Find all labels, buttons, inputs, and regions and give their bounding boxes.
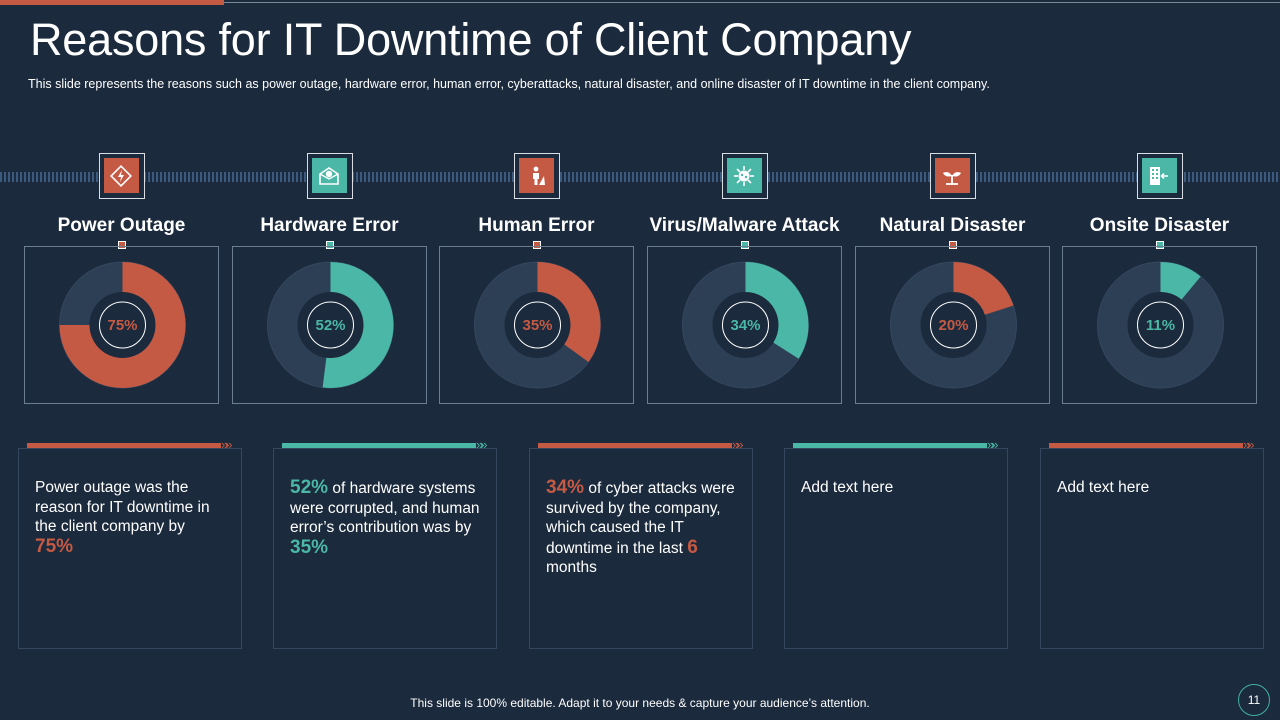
highlight-value: 52% — [290, 477, 329, 498]
category-label: Virus/Malware Attack — [649, 215, 840, 236]
donut-value-label: 34% — [730, 317, 760, 334]
category-icon-frame — [98, 153, 145, 199]
donut-panel: 20% — [855, 246, 1050, 404]
donut-slice — [322, 262, 394, 388]
slide-title: Reasons for IT Downtime of Client Compan… — [30, 14, 912, 65]
category-icon-frame — [306, 153, 353, 199]
donut-panel: 52% — [232, 246, 427, 404]
decorative-band — [0, 172, 1280, 182]
donut-value-label: 11% — [1146, 317, 1175, 334]
power-outage-icon — [103, 158, 139, 193]
highlight-value: 34% — [546, 477, 585, 498]
donut-value-label: 20% — [938, 317, 968, 334]
connector-marker — [532, 241, 541, 249]
donut-panel: 35% — [439, 246, 634, 404]
donut-center — [930, 301, 977, 349]
category-label: Power Outage — [57, 215, 186, 236]
card-text-segment: Power outage was the reason for IT downt… — [35, 479, 210, 535]
donut-chart: 20% — [890, 261, 1017, 389]
chevron-right-icon: »» — [987, 437, 999, 452]
card-text: Add text here — [801, 478, 997, 498]
connector-marker — [1155, 241, 1164, 249]
chevron-right-icon: »» — [1243, 437, 1255, 452]
card-accent-fill — [27, 443, 221, 449]
card-text: 34% of cyber attacks were survived by th… — [546, 478, 742, 578]
chevron-right-icon: »» — [221, 437, 233, 452]
human-error-icon — [518, 158, 554, 193]
card-text-segment: Add text here — [801, 479, 894, 496]
category-label: Hardware Error — [260, 215, 399, 236]
donut-slice — [537, 262, 601, 363]
donut-value-label: 75% — [107, 317, 137, 334]
card-text-segment: of cyber attacks were survived by the co… — [546, 480, 735, 557]
card-text: 52% of hardware systems were corrupted, … — [290, 478, 486, 558]
donut-center — [307, 301, 354, 349]
category-icon-frame — [929, 153, 976, 199]
card-accent-bar: »» — [1049, 437, 1255, 452]
category-label: Onsite Disaster — [1089, 215, 1230, 236]
card-accent-bar: »» — [282, 437, 488, 452]
info-card: Add text here — [784, 448, 1008, 649]
category-label: Human Error — [478, 215, 595, 236]
donut-chart: 35% — [474, 261, 601, 389]
card-text-segment: Add text here — [1057, 479, 1150, 496]
top-rule — [0, 2, 1280, 3]
card-accent-fill — [793, 443, 987, 449]
card-text-segment: months — [546, 559, 597, 576]
chevron-right-icon: »» — [476, 437, 488, 452]
donut-chart: 11% — [1097, 261, 1224, 389]
info-card: 52% of hardware systems were corrupted, … — [273, 448, 497, 649]
chevron-right-icon: »» — [732, 437, 744, 452]
donut-slice — [745, 262, 809, 359]
donut-slice — [953, 262, 1014, 315]
donut-center — [99, 301, 146, 349]
donut-chart: 75% — [59, 261, 186, 389]
info-card: Power outage was the reason for IT downt… — [18, 448, 242, 649]
connector-marker — [325, 241, 334, 249]
donut-value-label: 35% — [522, 317, 552, 334]
donut-slice — [59, 262, 186, 388]
category-icon-frame — [721, 153, 768, 199]
highlight-value: 6 — [687, 536, 698, 558]
info-card: 34% of cyber attacks were survived by th… — [529, 448, 753, 649]
donut-panel: 11% — [1062, 246, 1257, 404]
donut-center — [1137, 301, 1184, 349]
natural-disaster-icon — [934, 158, 970, 193]
onsite-disaster-icon — [1141, 158, 1177, 193]
connector-marker — [117, 241, 126, 249]
category-icon-frame — [1136, 153, 1183, 199]
card-text: Add text here — [1057, 478, 1253, 498]
connector-marker — [948, 241, 957, 249]
card-text: Power outage was the reason for IT downt… — [35, 478, 231, 557]
card-accent-fill — [538, 443, 732, 449]
card-accent-fill — [1049, 443, 1243, 449]
virus-icon — [726, 158, 762, 193]
card-accent-bar: »» — [538, 437, 744, 452]
connector-marker — [740, 241, 749, 249]
card-accent-bar: »» — [27, 437, 233, 452]
donut-panel: 75% — [24, 246, 219, 404]
donut-value-label: 52% — [315, 317, 345, 334]
card-accent-bar: »» — [793, 437, 999, 452]
donut-center — [514, 301, 561, 349]
info-card: Add text here — [1040, 448, 1264, 649]
highlight-value: 75% — [35, 535, 74, 557]
top-accent-bar — [0, 0, 224, 5]
donut-panel: 34% — [647, 246, 842, 404]
card-text-segment: of hardware systems were corrupted, and … — [290, 480, 480, 536]
donut-chart: 52% — [267, 261, 394, 389]
slide-subtitle: This slide represents the reasons such a… — [28, 77, 990, 91]
hardware-error-icon — [311, 158, 347, 193]
page-number: 11 — [1238, 684, 1270, 716]
category-icon-frame — [513, 153, 560, 199]
donut-slice — [1160, 262, 1201, 300]
footer-note: This slide is 100% editable. Adapt it to… — [410, 696, 870, 710]
category-label: Natural Disaster — [879, 215, 1026, 236]
highlight-value: 35% — [290, 536, 329, 558]
donut-center — [722, 301, 769, 349]
donut-chart: 34% — [682, 261, 809, 389]
card-accent-fill — [282, 443, 476, 449]
